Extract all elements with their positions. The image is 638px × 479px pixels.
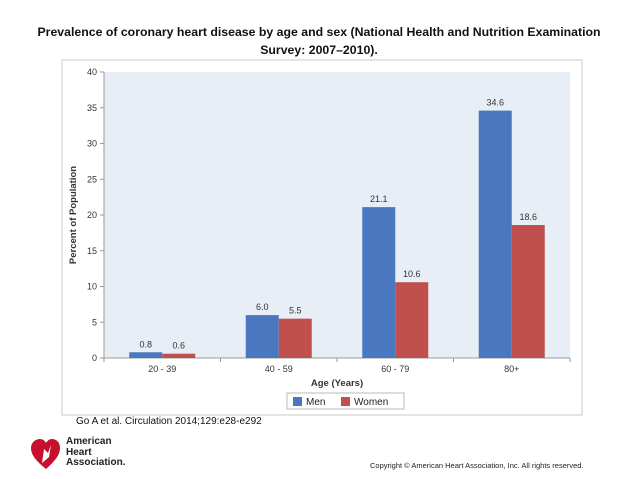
y-tick-label: 35 xyxy=(87,103,97,113)
y-tick-label: 5 xyxy=(92,317,97,327)
bar-men xyxy=(362,207,396,358)
chart-title-line2: Survey: 2007–2010). xyxy=(260,43,378,57)
bar-women xyxy=(395,282,429,358)
x-tick-label: 20 - 39 xyxy=(148,364,176,374)
logo-line-3: Association. xyxy=(66,457,126,468)
data-label: 18.6 xyxy=(519,212,537,222)
legend: Men Women xyxy=(286,392,405,410)
data-label: 10.6 xyxy=(403,269,421,279)
data-label: 0.6 xyxy=(172,341,185,351)
x-tick-label: 60 - 79 xyxy=(381,364,409,374)
chart-title: Prevalence of coronary heart disease by … xyxy=(0,23,638,59)
x-tick-label: 40 - 59 xyxy=(265,364,293,374)
bar-labels: 0.8 6.0 21.1 34.6 0.6 5.5 10.6 18.6 xyxy=(139,98,537,351)
y-tick-label: 10 xyxy=(87,282,97,292)
copyright: Copyright © American Heart Association, … xyxy=(370,461,584,470)
bar-men xyxy=(478,110,512,358)
data-label: 6.0 xyxy=(256,302,269,312)
y-axis: 0 5 10 15 20 25 30 35 40 xyxy=(87,67,105,363)
y-tick-label: 0 xyxy=(92,353,97,363)
data-label: 21.1 xyxy=(370,194,388,204)
logo-text: American Heart Association. xyxy=(66,436,126,469)
bar-women xyxy=(511,225,545,358)
bar-women xyxy=(278,318,312,358)
y-tick-label: 20 xyxy=(87,210,97,220)
data-label: 34.6 xyxy=(486,98,504,108)
y-tick-label: 30 xyxy=(87,139,97,149)
x-axis-label: Age (Years) xyxy=(311,378,363,389)
data-label: 0.8 xyxy=(139,339,152,349)
citation: Go A et al. Circulation 2014;129:e28-e29… xyxy=(76,416,262,427)
bars xyxy=(129,110,545,358)
logo-line-2: Heart xyxy=(66,446,92,458)
y-tick-label: 25 xyxy=(87,174,97,184)
bar-men xyxy=(245,315,279,358)
y-tick-label: 40 xyxy=(87,67,97,77)
chart-title-line1: Prevalence of coronary heart disease by … xyxy=(37,25,601,39)
legend-label: Men xyxy=(306,397,325,408)
x-tick-label: 80+ xyxy=(504,364,519,374)
data-label: 5.5 xyxy=(289,306,302,316)
bar-women xyxy=(162,353,196,358)
bar-men xyxy=(129,352,163,358)
logo-line-1: American xyxy=(66,436,112,447)
legend-label: Women xyxy=(354,397,388,408)
legend-swatch-women xyxy=(341,397,350,406)
legend-swatch-men xyxy=(293,397,302,406)
aha-logo xyxy=(31,439,60,469)
y-axis-label: Percent of Population xyxy=(68,166,79,264)
y-tick-label: 15 xyxy=(87,246,97,256)
